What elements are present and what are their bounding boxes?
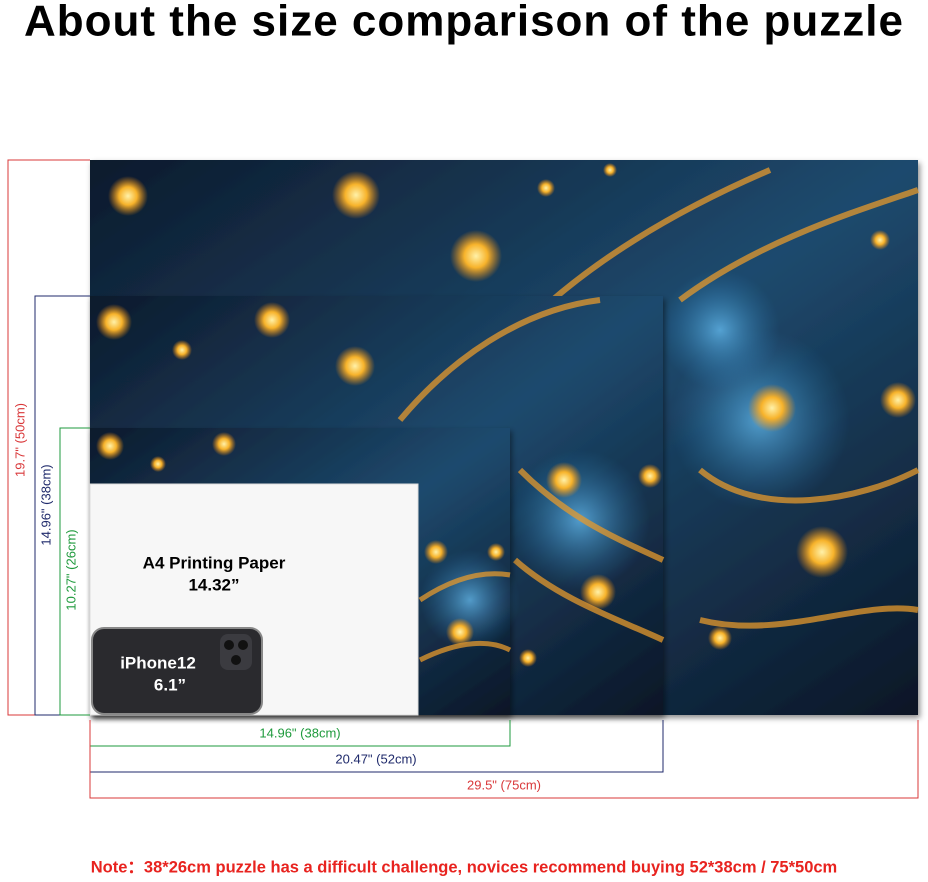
title: About the size comparison of the puzzle bbox=[24, 0, 904, 46]
height-large: 19.7" (50cm) bbox=[12, 403, 27, 477]
width-small: 14.96" (38cm) bbox=[259, 725, 340, 740]
paper-label: A4 Printing Paper bbox=[143, 553, 286, 572]
iphone: iPhone12 6.1” bbox=[91, 627, 263, 715]
width-large: 29.5" (75cm) bbox=[467, 777, 541, 792]
paper-size: 14.32” bbox=[188, 575, 239, 594]
phone-label: iPhone12 bbox=[120, 653, 196, 672]
height-small: 10.27" (26cm) bbox=[63, 529, 78, 610]
note: Note：38*26cm puzzle has a difficult chal… bbox=[91, 858, 837, 876]
width-medium: 20.47" (52cm) bbox=[335, 751, 416, 766]
phone-size: 6.1” bbox=[154, 675, 186, 694]
height-medium: 14.96" (38cm) bbox=[38, 464, 53, 545]
dimension-lines bbox=[7, 159, 919, 799]
